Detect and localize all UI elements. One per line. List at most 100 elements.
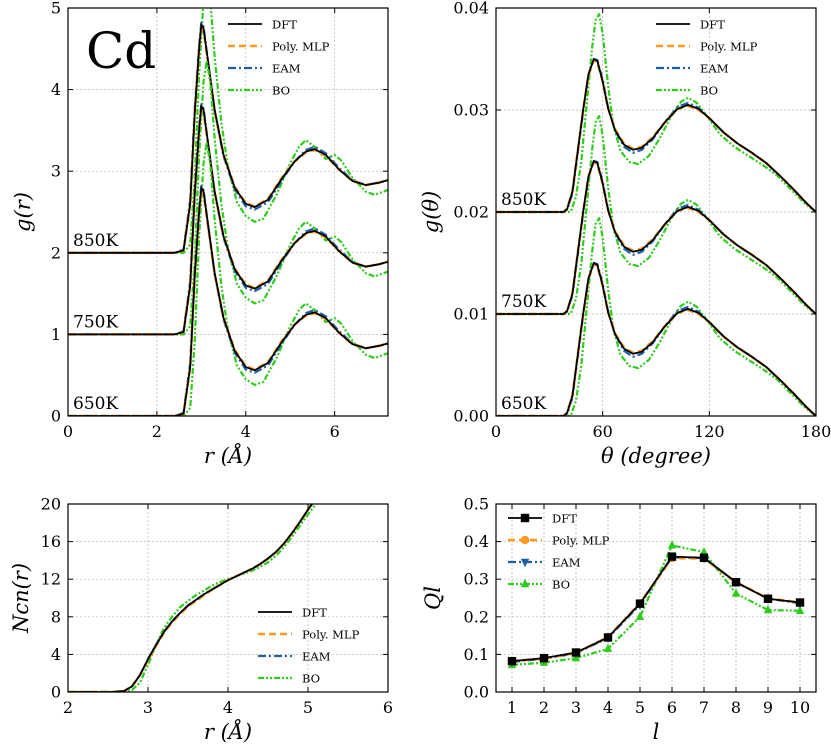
legend-label-eam: EAM [272, 62, 301, 76]
x-tick-label: 3 [571, 698, 581, 717]
data-point-dft [795, 598, 805, 607]
series-line-bo [68, 504, 317, 692]
x-tick-label: 0 [491, 422, 501, 441]
legend-label-poly-mlp: Poly. MLP [700, 40, 758, 54]
temperature-label-850k: 850K [73, 231, 118, 251]
data-point-dft [667, 552, 677, 561]
series-line-eam-850k [496, 57, 816, 214]
data-point-bo [667, 540, 677, 549]
y-tick-label: 4 [51, 80, 61, 99]
series-line-dft-850k [496, 58, 816, 213]
panel-rdf: 850K 750K 650K DFT Poly. MLP EAM BO Cd 0 2 4 6 0 1 2 3 4… [11, 0, 389, 468]
y-axis-label: Ncn(r) [9, 563, 33, 634]
legend-label-eam: EAM [700, 62, 729, 76]
series-line-eam-750k [496, 159, 816, 316]
legend-marker-bo [520, 578, 530, 588]
y-axis-label: g(r) [11, 192, 35, 232]
series-line-bo-750k [68, 59, 388, 336]
x-tick-label: 6 [667, 698, 677, 717]
y-tick-label: 0.4 [464, 532, 489, 551]
data-point-dft [731, 578, 741, 587]
series-line-dft-850k [68, 23, 388, 254]
legend-label-poly-mlp: Poly. MLP [552, 534, 610, 548]
temperature-label-750k: 750K [501, 292, 546, 312]
y-tick-label: 0 [51, 407, 61, 426]
data-point-dft [571, 648, 581, 657]
legend-marker-poly-mlp [520, 535, 530, 545]
x-tick-label: 5 [635, 698, 645, 717]
x-tick-label: 1 [507, 698, 517, 717]
x-tick-label: 120 [694, 422, 725, 441]
x-tick-label: 6 [383, 698, 393, 717]
data-point-dft [699, 553, 709, 562]
x-tick-label: 4 [603, 698, 613, 717]
series-line-bo [511, 544, 801, 667]
data-point-bo [699, 546, 709, 556]
element-label: Cd [86, 22, 156, 80]
series-line-eam-650k [68, 184, 388, 416]
panel-adf: 850K 750K 650K DFT Poly. MLP EAM BO 0 60 120 180 0.… [419, 0, 831, 468]
axes-frame [67, 7, 389, 417]
series-line-bo-650k [68, 141, 388, 416]
x-tick-label: 60 [592, 422, 612, 441]
x-tick-label: 6 [330, 422, 340, 441]
y-axis-label: g(θ) [419, 191, 443, 233]
legend-label-bo: BO [302, 672, 320, 686]
temperature-label-750k: 750K [73, 312, 118, 332]
legend-adf: DFT Poly. MLP EAM BO [656, 18, 758, 98]
y-tick-label: 0.5 [464, 495, 489, 514]
series-line-eam-650k [496, 261, 816, 416]
data-point-bo [795, 605, 805, 614]
x-tick-label: 0 [63, 422, 73, 441]
y-tick-label: 0.02 [453, 203, 489, 222]
x-tick-label: 3 [143, 698, 153, 717]
y-tick-label: 20 [41, 495, 61, 514]
y-tick-label: 2 [51, 243, 61, 262]
y-tick-label: 0.0 [464, 683, 489, 702]
y-tick-label: 8 [51, 607, 61, 626]
x-axis-label: r (Å) [204, 443, 252, 468]
series-line-bo-750k [496, 115, 816, 316]
y-tick-label: 4 [51, 645, 61, 664]
plot-area-rdf [68, 8, 388, 416]
plot-area-ql [507, 540, 805, 669]
legend-ncn: DFT Poly. MLP EAM BO [258, 606, 360, 686]
y-tick-label: 1 [51, 325, 61, 344]
series-line-poly-mlp [511, 556, 801, 663]
x-tick-label: 9 [763, 698, 773, 717]
y-tick-label: 3 [51, 162, 61, 181]
y-tick-label: 5 [51, 0, 61, 18]
plot-area-adf [496, 13, 816, 416]
series-line-dft [68, 504, 313, 692]
y-tick-label: 16 [41, 532, 61, 551]
axes-frame [495, 503, 817, 693]
plot-area-ncn [68, 504, 317, 692]
x-tick-label: 2 [63, 698, 73, 717]
series-line-eam-750k [68, 103, 388, 336]
y-tick-label: 0.00 [453, 407, 489, 426]
legend-label-eam: EAM [552, 556, 581, 570]
y-tick-label: 0.3 [464, 570, 489, 589]
x-tick-label: 10 [790, 698, 810, 717]
x-tick-label: 4 [223, 698, 233, 717]
x-tick-label: 7 [699, 698, 709, 717]
x-tick-label: 4 [241, 422, 251, 441]
legend-marker-dft [520, 513, 530, 523]
x-tick-label: 180 [801, 422, 831, 441]
series-line-poly-mlp [68, 504, 314, 692]
legend-label-dft: DFT [700, 18, 725, 32]
legend-label-dft: DFT [302, 606, 327, 620]
series-line-eam [511, 556, 801, 664]
temperature-label-650k: 650K [501, 394, 546, 414]
legend-label-dft: DFT [552, 512, 577, 526]
panel-ncn: DFT Poly. MLP EAM BO 2 3 4 5 6 0 4 8 12 16 20 r (Å) Ncn(… [9, 495, 393, 745]
legend-label-bo: BO [700, 84, 718, 98]
panel-ql: DFT Poly. MLP EAM BO 1 2 3 4 5 6 7 8 9 10 0.0 0.1 0.2 0.3… [421, 495, 817, 744]
series-line-bo-850k [496, 13, 816, 214]
series-line-dft [511, 555, 801, 663]
legend-marker-eam [520, 558, 530, 568]
series-line-dft-750k [496, 160, 816, 315]
legend-label-bo: BO [552, 578, 570, 592]
legend-label-dft: DFT [272, 18, 297, 32]
